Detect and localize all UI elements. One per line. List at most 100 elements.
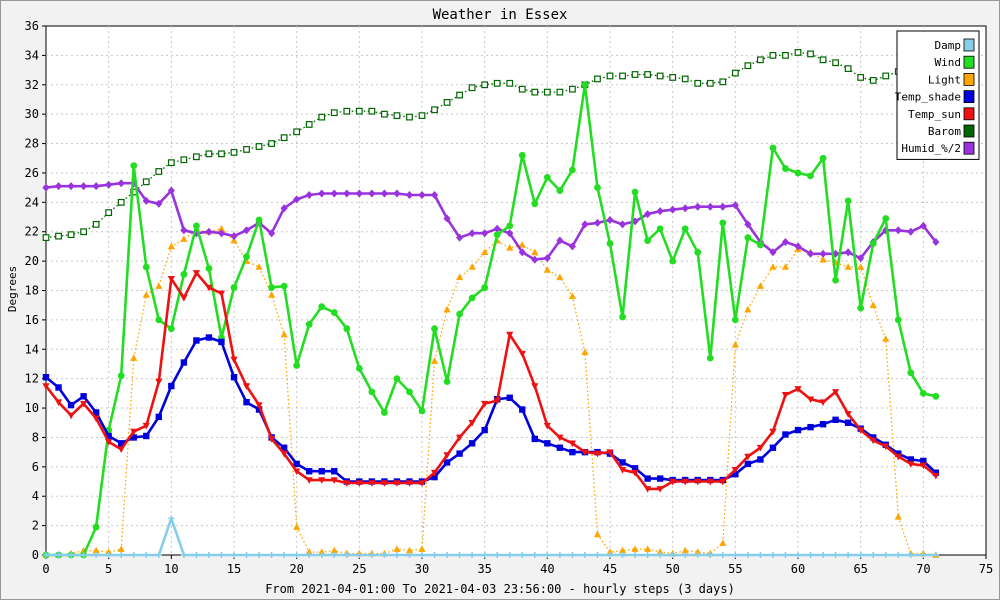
data-point-barom <box>869 76 877 84</box>
data-point-temp-shade <box>431 473 438 481</box>
data-point-wind <box>393 375 401 383</box>
data-point-damp <box>331 552 338 558</box>
data-point-barom <box>67 231 75 239</box>
y-tick-label: 22 <box>25 225 39 239</box>
data-point-damp <box>895 552 902 558</box>
data-point-temp-sun <box>556 434 564 442</box>
data-point-light <box>819 255 827 263</box>
data-point-temp-sun <box>794 386 802 393</box>
data-point-damp <box>381 552 388 558</box>
data-point-light <box>180 235 188 242</box>
data-point-damp <box>519 552 526 558</box>
data-point-light <box>844 263 852 270</box>
data-point-barom <box>493 79 501 87</box>
data-point-damp <box>68 552 75 558</box>
data-point-humid-2 <box>368 189 376 198</box>
data-point-temp-sun <box>719 478 727 486</box>
data-point-wind <box>556 187 564 194</box>
data-point-temp-shade <box>331 468 338 475</box>
data-point-wind <box>744 234 752 242</box>
legend-swatch <box>963 141 975 155</box>
data-point-humid-2 <box>456 233 464 242</box>
data-point-temp-sun <box>781 392 790 399</box>
data-point-damp <box>105 552 112 558</box>
data-point-barom <box>769 51 777 59</box>
data-point-damp <box>870 552 877 558</box>
data-point-light <box>481 248 489 256</box>
data-point-barom <box>318 113 326 121</box>
data-point-temp-shade <box>794 426 802 434</box>
y-tick-label: 34 <box>25 48 39 62</box>
data-point-wind <box>681 225 689 233</box>
data-point-light <box>318 548 326 555</box>
data-point-barom <box>280 134 288 142</box>
data-point-humid-2 <box>167 186 175 195</box>
data-point-temp-shade <box>255 406 263 413</box>
data-point-humid-2 <box>806 249 815 258</box>
legend-label: Temp_sun <box>908 108 961 121</box>
data-point-humid-2 <box>67 182 75 191</box>
y-tick-label: 8 <box>32 430 39 444</box>
data-point-wind <box>280 282 288 290</box>
data-point-temp-sun <box>644 486 652 493</box>
data-point-wind <box>506 222 514 230</box>
data-point-barom <box>155 168 163 175</box>
data-point-damp <box>857 552 864 558</box>
data-point-light <box>217 224 226 232</box>
data-point-temp-sun <box>669 478 677 486</box>
data-point-barom <box>531 88 539 96</box>
data-point-temp-shade <box>519 406 526 413</box>
data-point-temp-sun <box>405 480 414 487</box>
data-point-temp-sun <box>819 399 827 406</box>
data-point-humid-2 <box>343 189 351 198</box>
data-point-humid-2 <box>932 238 940 247</box>
data-point-light <box>581 348 589 356</box>
data-point-temp-sun <box>293 468 301 476</box>
y-tick-label: 16 <box>25 313 39 327</box>
data-point-temp-shade <box>832 416 839 424</box>
data-point-temp-sun <box>832 389 840 396</box>
data-point-damp <box>882 552 889 558</box>
series-wind <box>42 81 940 559</box>
x-tick-label: 45 <box>603 562 617 576</box>
data-point-wind <box>355 364 363 372</box>
data-point-temp-shade <box>506 394 513 401</box>
data-point-damp <box>719 552 726 558</box>
data-point-barom <box>556 88 564 96</box>
data-point-temp-sun <box>518 350 526 358</box>
data-point-humid-2 <box>205 227 213 236</box>
data-point-barom <box>330 109 338 117</box>
data-point-damp <box>180 552 187 558</box>
data-point-barom <box>180 156 188 164</box>
data-point-temp-shade <box>42 373 50 381</box>
legend-label: Temp_shade <box>895 91 961 104</box>
data-point-temp-shade <box>907 456 914 463</box>
data-point-barom <box>631 71 639 78</box>
data-point-temp-shade <box>193 337 200 344</box>
series-barom <box>42 49 940 242</box>
data-point-humid-2 <box>907 227 915 236</box>
data-point-damp <box>256 552 263 558</box>
data-point-barom <box>619 72 626 80</box>
data-point-damp <box>444 552 451 558</box>
data-point-wind <box>644 237 651 244</box>
data-point-damp <box>281 552 288 558</box>
data-point-damp <box>494 552 501 558</box>
data-point-humid-2 <box>355 189 363 198</box>
x-tick-label: 40 <box>540 562 554 576</box>
data-point-wind <box>431 325 438 333</box>
data-point-light <box>882 335 890 342</box>
data-point-temp-sun <box>656 486 664 493</box>
data-point-temp-shade <box>870 434 877 441</box>
series-layer <box>42 49 940 559</box>
data-point-barom <box>418 112 426 120</box>
data-point-light <box>130 354 138 361</box>
data-point-wind <box>205 265 213 272</box>
data-point-damp <box>744 552 751 558</box>
data-point-humid-2 <box>393 189 401 198</box>
data-point-barom <box>355 107 363 115</box>
data-point-light <box>568 292 576 300</box>
data-point-damp <box>143 552 150 558</box>
data-point-barom <box>431 106 438 114</box>
